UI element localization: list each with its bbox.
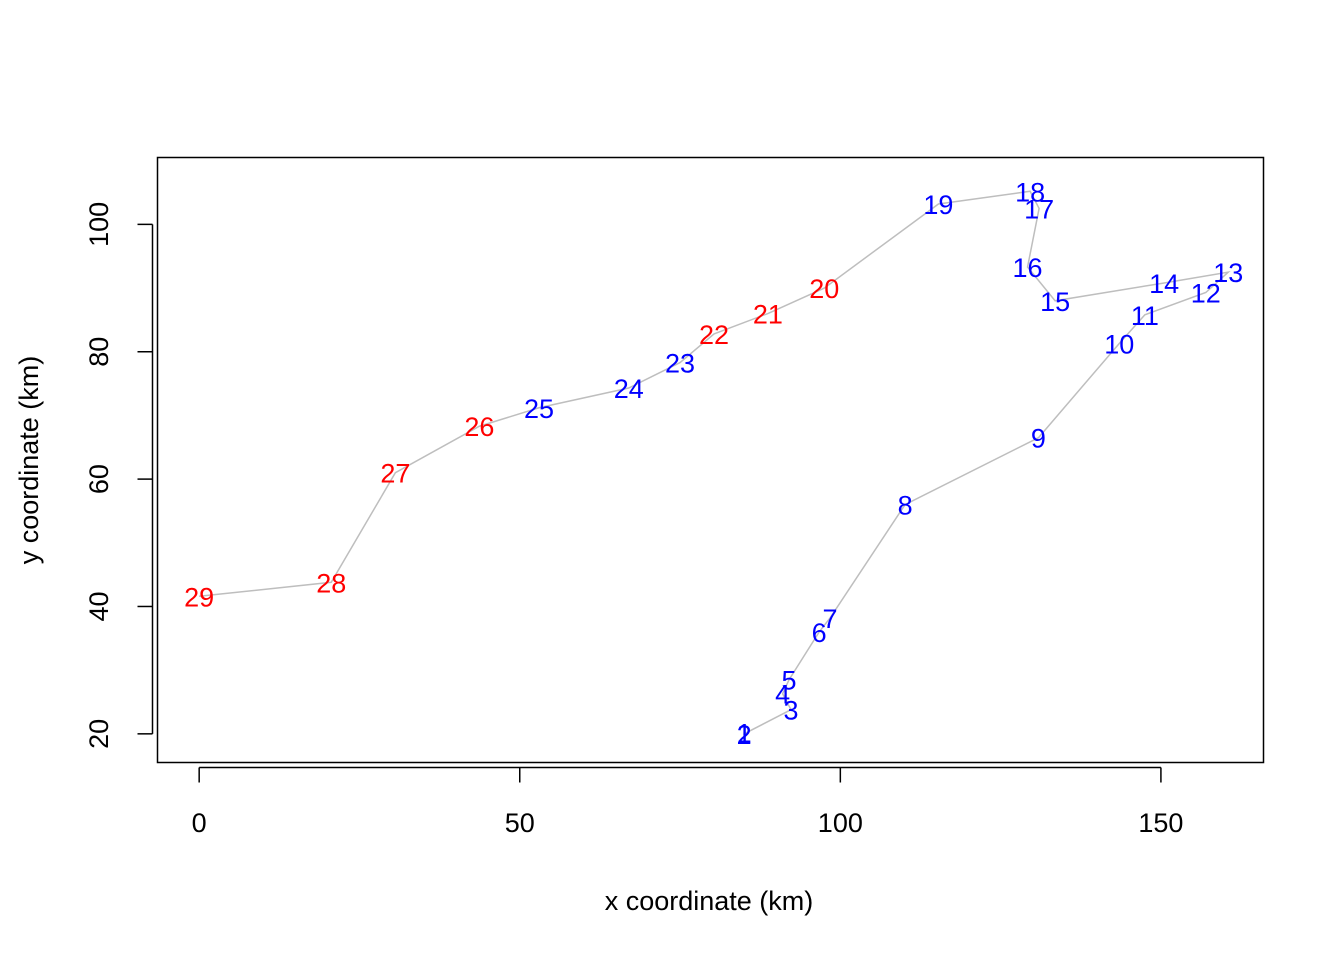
point-label-14: 14 — [1149, 269, 1179, 299]
point-labels: 1234567891011121314151617181920212223242… — [184, 177, 1243, 750]
point-label-12: 12 — [1191, 279, 1221, 309]
point-label-10: 10 — [1104, 329, 1134, 359]
y-tick-label: 60 — [84, 464, 114, 494]
y-axis: 20 40 60 80 100 — [84, 202, 154, 749]
y-tick-label: 100 — [84, 202, 114, 247]
point-label-20: 20 — [809, 274, 839, 304]
point-label-27: 27 — [380, 459, 410, 489]
point-label-11: 11 — [1131, 301, 1159, 331]
point-label-15: 15 — [1040, 287, 1070, 317]
point-label-2: 2 — [737, 720, 752, 750]
y-tick-label: 40 — [84, 591, 114, 621]
x-tick-label: 100 — [818, 808, 863, 838]
point-label-3: 3 — [783, 696, 798, 726]
y-tick-label: 20 — [84, 719, 114, 749]
x-axis-title: x coordinate (km) — [605, 886, 814, 916]
point-label-13: 13 — [1213, 258, 1243, 288]
x-tick-label: 50 — [505, 808, 535, 838]
point-label-4: 4 — [775, 680, 790, 710]
plot-frame — [156, 156, 1265, 764]
point-label-7: 7 — [823, 604, 838, 634]
point-label-16: 16 — [1013, 253, 1043, 283]
point-label-8: 8 — [898, 491, 913, 521]
y-axis-title: y coordinate (km) — [14, 356, 44, 565]
point-label-24: 24 — [614, 374, 644, 404]
x-tick-label: 150 — [1138, 808, 1183, 838]
path-line — [199, 190, 1231, 736]
point-label-25: 25 — [524, 394, 554, 424]
point-label-6: 6 — [812, 618, 827, 648]
y-tick-label: 80 — [84, 337, 114, 367]
point-label-26: 26 — [464, 412, 494, 442]
point-label-22: 22 — [699, 320, 729, 350]
x-axis: 0 50 100 150 — [192, 766, 1183, 838]
point-label-5: 5 — [782, 666, 797, 696]
point-label-29: 29 — [184, 582, 214, 612]
point-label-21: 21 — [753, 300, 783, 330]
x-tick-label: 0 — [192, 808, 207, 838]
point-label-17: 17 — [1024, 194, 1054, 224]
point-label-23: 23 — [665, 349, 695, 379]
point-label-1: 1 — [737, 719, 752, 749]
point-label-18: 18 — [1015, 177, 1045, 207]
point-label-28: 28 — [316, 568, 346, 598]
point-label-19: 19 — [923, 190, 953, 220]
point-label-9: 9 — [1031, 424, 1046, 454]
